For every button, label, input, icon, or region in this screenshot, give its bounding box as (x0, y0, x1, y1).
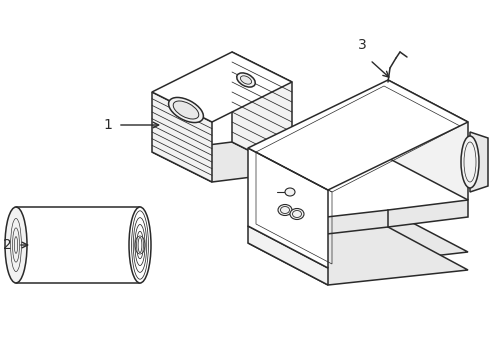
Polygon shape (16, 207, 140, 283)
Ellipse shape (169, 98, 203, 122)
Polygon shape (232, 52, 292, 172)
Text: 1: 1 (103, 118, 112, 132)
Ellipse shape (461, 136, 479, 188)
Ellipse shape (285, 188, 295, 196)
Ellipse shape (129, 207, 151, 283)
Text: 3: 3 (358, 38, 367, 52)
Ellipse shape (173, 101, 199, 119)
Polygon shape (470, 132, 488, 192)
Ellipse shape (237, 73, 255, 87)
Polygon shape (152, 92, 212, 182)
Polygon shape (388, 200, 468, 227)
Polygon shape (152, 142, 292, 182)
Polygon shape (248, 226, 328, 285)
Ellipse shape (5, 207, 27, 283)
Ellipse shape (290, 208, 304, 220)
Polygon shape (388, 80, 468, 200)
Polygon shape (248, 148, 328, 268)
Polygon shape (152, 52, 292, 122)
Ellipse shape (241, 76, 251, 84)
Polygon shape (248, 227, 468, 285)
Polygon shape (248, 80, 468, 190)
Text: 2: 2 (3, 238, 12, 252)
Polygon shape (248, 210, 468, 268)
Ellipse shape (278, 204, 292, 216)
